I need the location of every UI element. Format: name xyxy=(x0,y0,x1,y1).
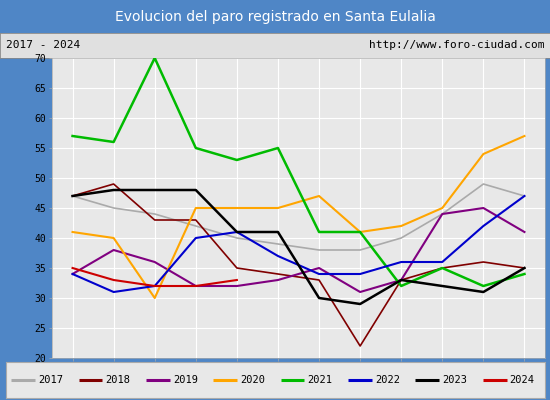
Text: http://www.foro-ciudad.com: http://www.foro-ciudad.com xyxy=(369,40,544,50)
Text: 2022: 2022 xyxy=(375,375,400,385)
Text: 2020: 2020 xyxy=(240,375,265,385)
Text: 2018: 2018 xyxy=(106,375,130,385)
Text: 2023: 2023 xyxy=(442,375,468,385)
Text: 2017 - 2024: 2017 - 2024 xyxy=(6,40,80,50)
Text: 2019: 2019 xyxy=(173,375,198,385)
Text: 2024: 2024 xyxy=(510,375,535,385)
Text: 2017: 2017 xyxy=(38,375,63,385)
Text: Evolucion del paro registrado en Santa Eulalia: Evolucion del paro registrado en Santa E… xyxy=(114,10,436,24)
Text: 2021: 2021 xyxy=(307,375,333,385)
